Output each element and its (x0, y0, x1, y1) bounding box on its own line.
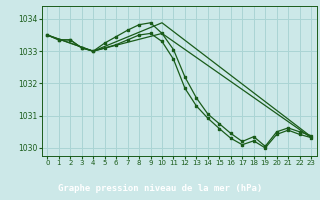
Text: Graphe pression niveau de la mer (hPa): Graphe pression niveau de la mer (hPa) (58, 184, 262, 193)
